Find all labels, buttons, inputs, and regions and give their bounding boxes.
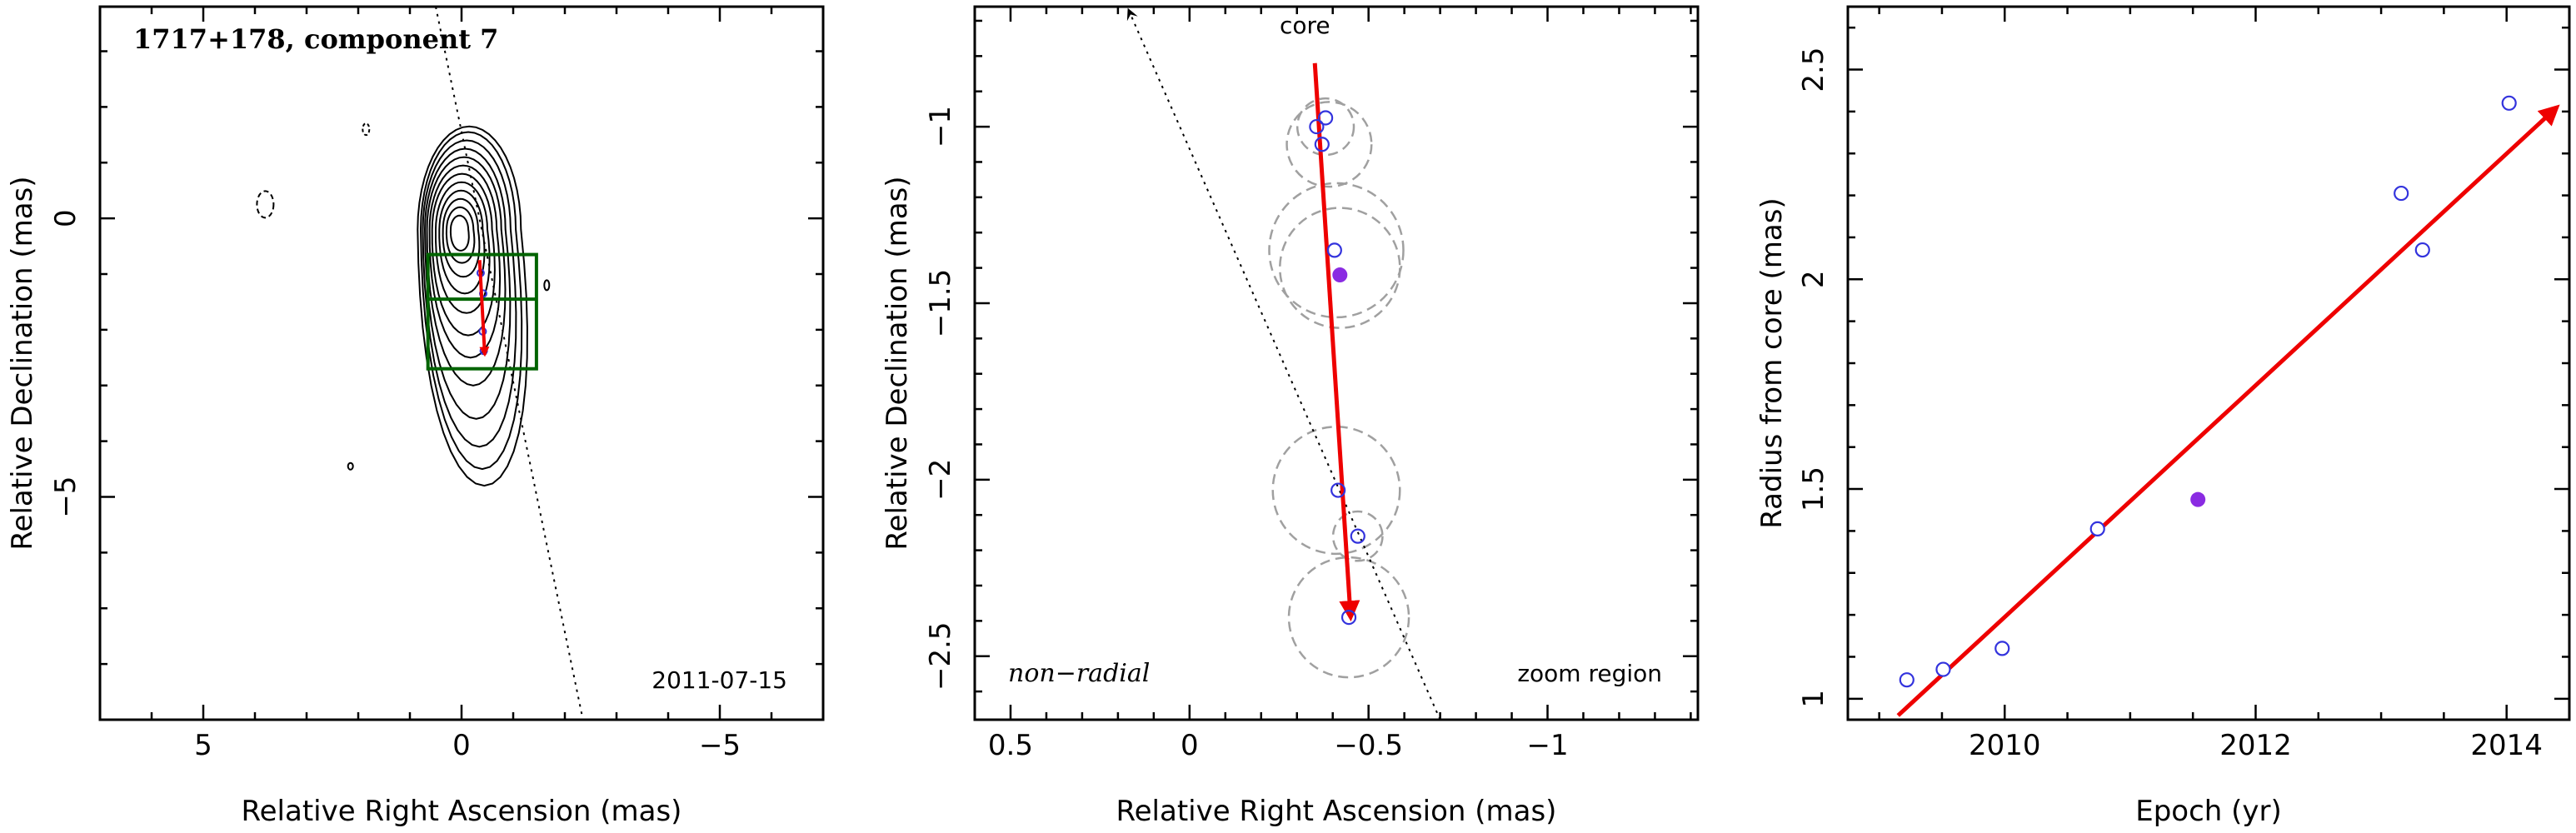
x-tick-label: −0.5 <box>1334 729 1403 762</box>
data-point <box>1935 661 1951 677</box>
component-markers <box>1309 110 1365 626</box>
contour-level <box>431 172 496 337</box>
data-point <box>1340 610 1357 626</box>
uncertainty-circle <box>1295 97 1355 157</box>
y-tick-label: 2 <box>1797 270 1830 288</box>
highlight-point <box>2190 491 2206 507</box>
small-contour <box>543 279 551 292</box>
data-point <box>2089 521 2105 536</box>
zoom-ticks: 0.5 0 −0.5 −1 −1 −1.5 −2 −2.5 <box>924 7 1698 762</box>
x-tick-label: 5 <box>194 729 212 762</box>
contour-level <box>417 125 528 487</box>
radius-y-axis-label: Radius from core (mas) <box>1755 197 1789 528</box>
contour-level <box>442 197 481 278</box>
y-tick-label: −2.5 <box>924 621 957 691</box>
negative-contour <box>256 190 275 219</box>
contour-level <box>438 189 486 295</box>
x-tick-label: 2014 <box>2470 729 2543 762</box>
data-point <box>1326 242 1342 258</box>
data-point <box>1350 528 1365 544</box>
zoom-frame <box>973 5 1700 721</box>
panel-map: 5 0 −5 0 −5 1717+178, component 7 2011-07-15… <box>6 5 825 828</box>
map-plot-area <box>256 7 584 720</box>
fit-line <box>1896 104 2560 717</box>
data-point <box>1330 482 1346 498</box>
map-frame <box>98 5 825 721</box>
uncertainty-circle <box>1287 556 1410 679</box>
zoom-plot-area <box>1126 7 1441 720</box>
map-y-axis-label: Relative Declination (mas) <box>6 176 39 550</box>
contour-level <box>424 147 512 420</box>
uncertainty-circle <box>1268 182 1405 319</box>
y-tick-label: −2 <box>924 459 957 501</box>
data-point <box>1899 672 1915 688</box>
trajectory-line <box>435 7 584 720</box>
x-tick-label: −5 <box>699 729 741 762</box>
core-direction-line <box>1126 7 1441 720</box>
y-tick-label: 0 <box>49 209 82 227</box>
core-label: core <box>1280 12 1330 39</box>
uncertainty-circle <box>1279 207 1401 329</box>
y-tick-label: 2.5 <box>1797 47 1830 92</box>
x-tick-label: 2010 <box>1969 729 2041 762</box>
highlight-point <box>1332 267 1348 283</box>
zoom-x-axis-label: Relative Right Ascension (mas) <box>1116 795 1557 828</box>
contour-map <box>256 122 551 487</box>
data-point <box>1309 118 1325 135</box>
contour-level <box>422 139 517 448</box>
radius-frame <box>1846 5 2571 721</box>
contour-level <box>420 131 523 471</box>
data-point <box>1314 137 1330 152</box>
data-point <box>2501 95 2517 111</box>
motion-arrow <box>1312 62 1360 622</box>
non-radial-label: non−radial <box>1008 659 1150 688</box>
x-tick-label: −1 <box>1526 729 1568 762</box>
x-tick-label: 2012 <box>2219 729 2292 762</box>
uncertainty-circle <box>1286 101 1373 188</box>
y-tick-label: −1 <box>924 106 957 147</box>
zoom-region-label: zoom region <box>1517 660 1662 687</box>
epoch-markers <box>1899 95 2517 688</box>
y-tick-label: 1 <box>1797 690 1830 708</box>
map-title: 1717+178, component 7 <box>133 23 498 55</box>
x-tick-label: 0 <box>1181 729 1199 762</box>
data-point <box>1994 641 2010 656</box>
data-point <box>2394 185 2409 202</box>
x-tick-label: 0 <box>452 729 471 762</box>
map-ticks: 5 0 −5 0 −5 <box>49 7 825 762</box>
x-tick-label: 0.5 <box>988 729 1033 762</box>
y-tick-label: −1.5 <box>924 269 957 338</box>
contour-level <box>426 156 507 387</box>
uncertainty-circle <box>1331 510 1384 562</box>
data-point <box>2414 242 2430 258</box>
map-x-axis-label: Relative Right Ascension (mas) <box>242 795 682 828</box>
data-point <box>1318 110 1334 126</box>
contour-level <box>428 164 502 359</box>
y-tick-label: 1.5 <box>1797 466 1830 511</box>
small-contour <box>347 461 354 471</box>
contour-level <box>435 181 491 314</box>
zoom-region-box <box>426 252 538 371</box>
contour-level <box>449 214 470 252</box>
map-date-label: 2011-07-15 <box>651 666 787 694</box>
uncertainty-circle <box>1271 426 1401 556</box>
zoom-y-axis-label: Relative Declination (mas) <box>881 176 914 550</box>
radius-plot-area <box>1896 95 2560 717</box>
motion-arrow <box>477 260 490 357</box>
panel-zoom: 0.5 0 −0.5 −1 −1 −1.5 −2 −2.5 core non−radial z… <box>881 5 1700 828</box>
radius-x-axis-label: Epoch (yr) <box>2135 795 2282 828</box>
panel-radius: 2010 2012 2014 1 1.5 2 2.5 Epoch (yr) Radius f… <box>1755 5 2571 828</box>
y-tick-label: −5 <box>49 476 82 517</box>
uncertainty-circles <box>1268 97 1410 679</box>
radius-ticks: 2010 2012 2014 1 1.5 2 2.5 <box>1797 7 2571 762</box>
contour-level <box>445 206 476 264</box>
negative-contour <box>362 122 371 137</box>
